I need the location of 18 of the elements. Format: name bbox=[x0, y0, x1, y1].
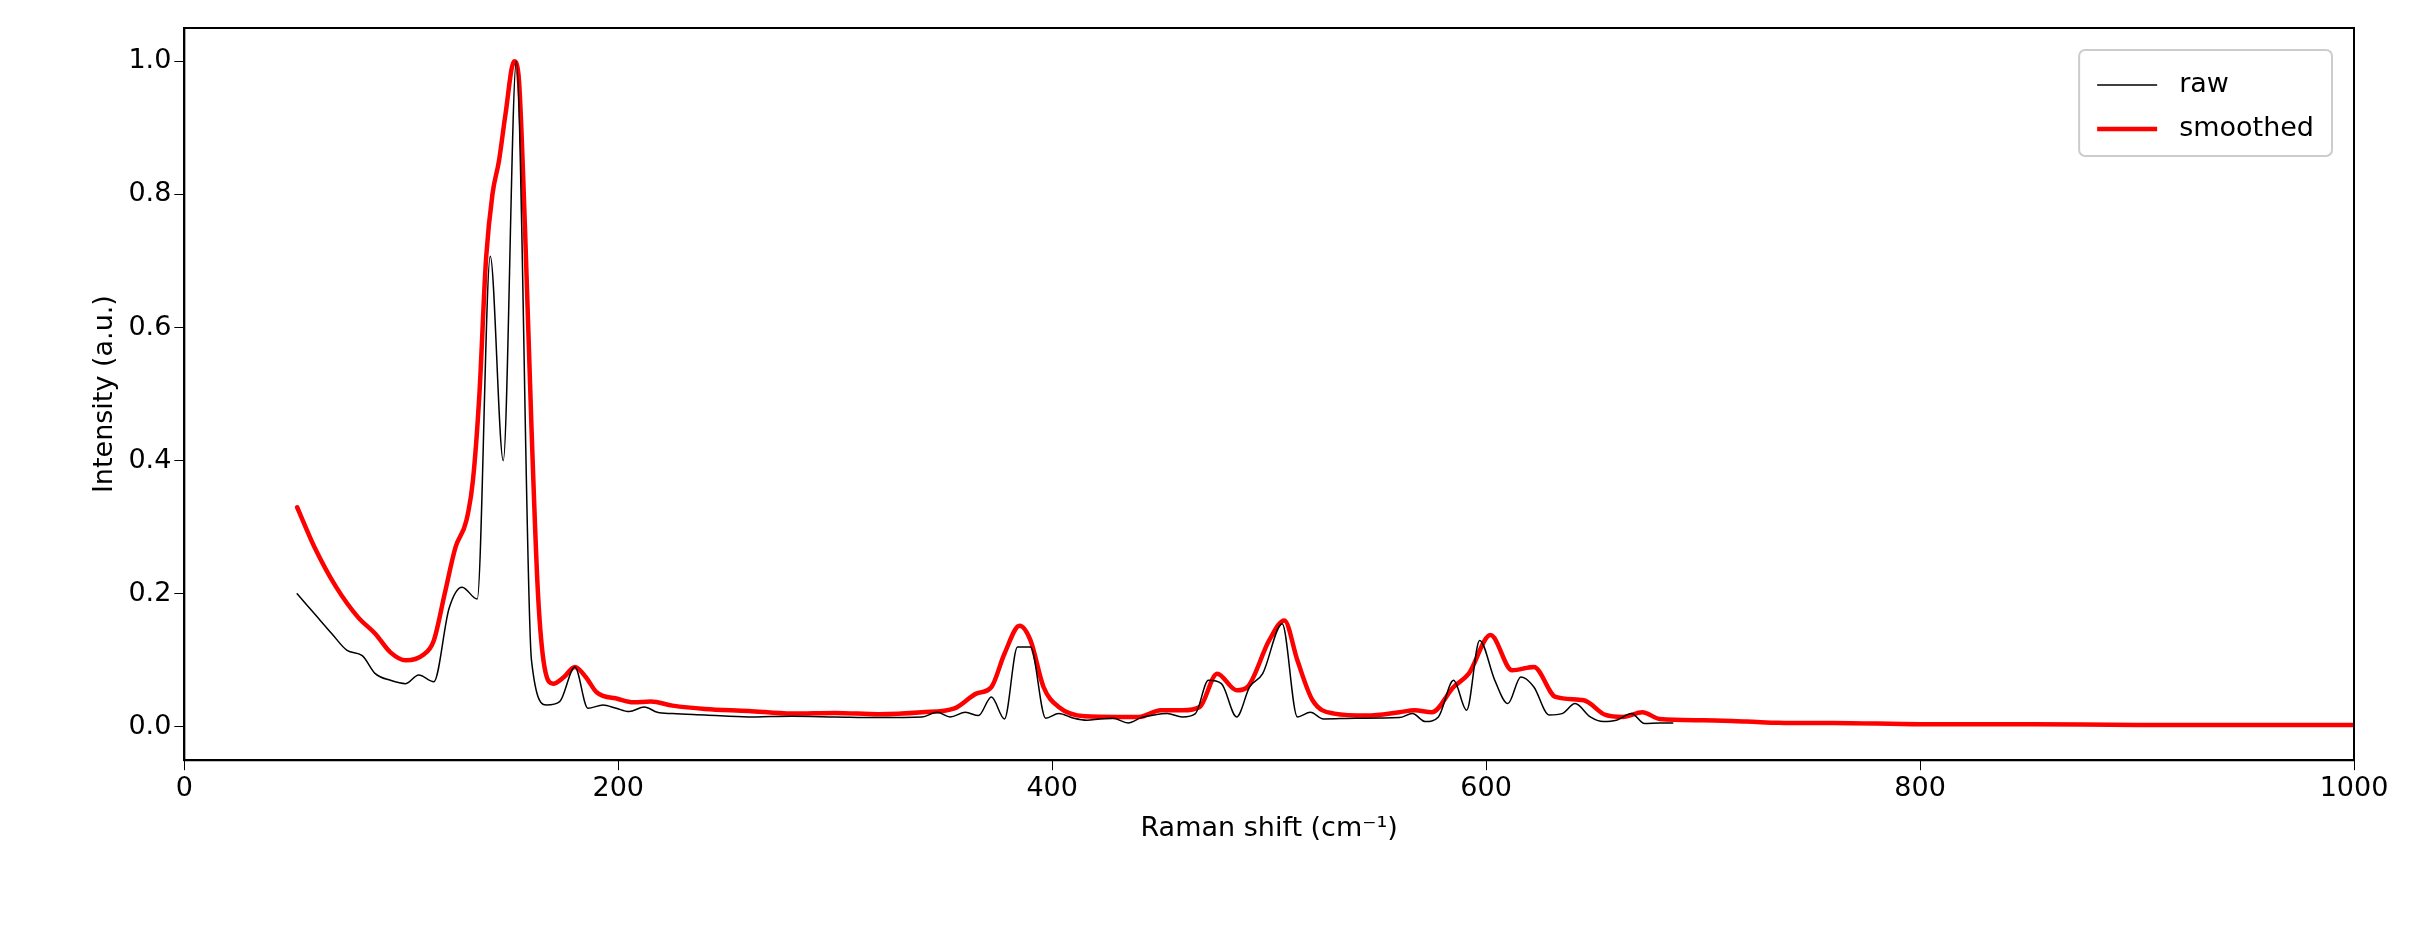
y-axis-title: Intensity (a.u.) bbox=[87, 295, 119, 494]
y-tick-label: 0.2 bbox=[128, 575, 172, 607]
y-tick-label: 0.0 bbox=[128, 708, 172, 740]
x-tick-label: 600 bbox=[1460, 771, 1512, 803]
y-tick-label: 0.6 bbox=[128, 309, 172, 341]
x-tick-label: 200 bbox=[592, 771, 645, 803]
legend-label: smoothed bbox=[2179, 111, 2314, 143]
x-tick-label: 400 bbox=[1026, 771, 1078, 803]
x-tick-label: 0 bbox=[175, 771, 193, 803]
x-tick-label: 800 bbox=[1894, 771, 1946, 803]
y-tick-label: 0.8 bbox=[128, 176, 172, 208]
y-tick-label: 1.0 bbox=[128, 43, 172, 75]
y-tick-label: 0.4 bbox=[128, 442, 172, 474]
line-series bbox=[294, 59, 2354, 728]
x-tick-label: 1000 bbox=[2319, 771, 2389, 803]
legend-label: raw bbox=[2179, 67, 2229, 99]
x-axis-title: Raman shift (cm⁻¹) bbox=[1140, 810, 1398, 842]
line-series bbox=[296, 60, 1674, 725]
